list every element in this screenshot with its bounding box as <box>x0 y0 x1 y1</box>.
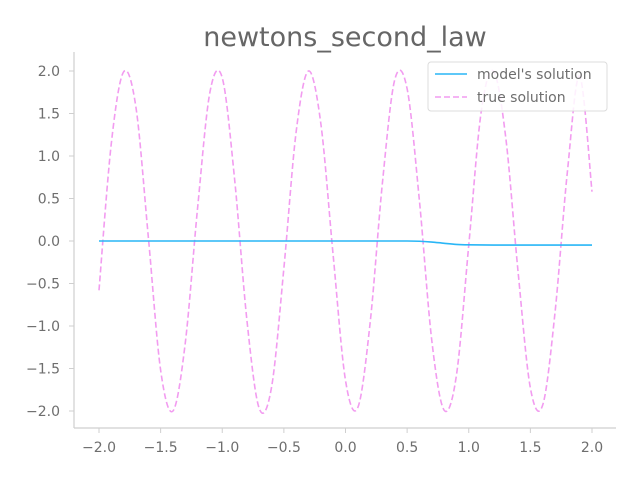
legend: model's solution true solution <box>427 61 608 112</box>
y-tick-label: 0.0 <box>38 234 60 250</box>
series-line-models-solution <box>99 240 592 246</box>
y-tick-label: −1.5 <box>26 362 60 378</box>
y-tick-label: 2.0 <box>38 64 60 80</box>
legend-label-true-solution: true solution <box>477 90 566 106</box>
legend-box <box>427 61 608 112</box>
chart-title: newtons_second_law <box>203 22 487 53</box>
y-tick-label: 0.5 <box>38 192 60 208</box>
y-ticks: 2.0 1.5 1.0 0.5 0.0 −0.5 −1.0 −1.5 −2.0 <box>26 64 74 420</box>
y-tick-label: −0.5 <box>26 277 60 293</box>
x-tick-label: −1.0 <box>205 440 239 456</box>
y-tick-label: 1.5 <box>38 107 60 123</box>
x-tick-label: 0.5 <box>396 440 418 456</box>
legend-label-models-solution: model's solution <box>477 67 592 83</box>
y-tick-label: −1.0 <box>26 319 60 335</box>
series-layer <box>98 69 593 414</box>
x-tick-label: 2.0 <box>581 440 603 456</box>
series-line-true-solution <box>98 69 593 414</box>
x-tick-label: −1.5 <box>144 440 178 456</box>
y-tick-label: −2.0 <box>26 404 60 420</box>
x-tick-label: −0.5 <box>267 440 301 456</box>
x-tick-label: 0.0 <box>334 440 356 456</box>
x-ticks: −2.0 −1.5 −1.0 −0.5 0.0 0.5 1.0 1.5 2.0 <box>82 428 603 456</box>
x-tick-label: −2.0 <box>82 440 116 456</box>
x-tick-label: 1.0 <box>458 440 480 456</box>
x-tick-label: 1.5 <box>519 440 541 456</box>
y-tick-label: 1.0 <box>38 149 60 165</box>
